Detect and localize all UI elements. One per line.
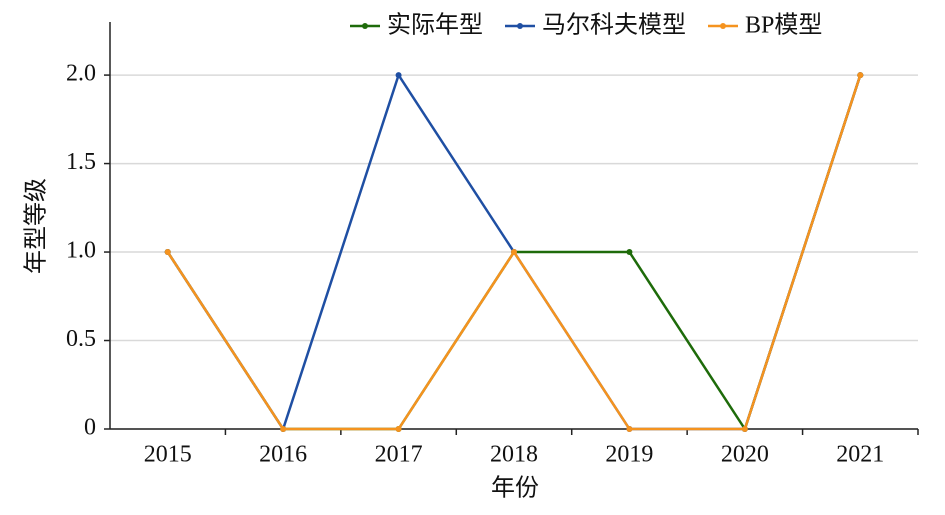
series-point bbox=[626, 249, 633, 256]
series-point bbox=[741, 426, 748, 432]
series-point bbox=[395, 72, 402, 79]
y-axis-label: 年型等级 bbox=[23, 178, 50, 274]
y-tick-label: 1.0 bbox=[66, 238, 96, 264]
x-tick-label: 2016 bbox=[259, 442, 307, 468]
legend-item: 马尔科夫模型 bbox=[505, 12, 686, 39]
x-tick-label: 2021 bbox=[836, 442, 884, 468]
x-tick-label: 2019 bbox=[605, 442, 653, 468]
legend-item: BP模型 bbox=[708, 12, 822, 39]
legend-label: 实际年型 bbox=[387, 12, 483, 39]
x-tick-label: 2017 bbox=[375, 442, 423, 468]
series-point bbox=[395, 426, 402, 432]
series-point bbox=[511, 249, 517, 256]
legend-label: 马尔科夫模型 bbox=[542, 12, 686, 39]
series-point bbox=[857, 72, 864, 79]
y-tick-label: 2.0 bbox=[66, 61, 96, 87]
x-tick-label: 2015 bbox=[144, 442, 192, 468]
y-tick-label: 1.5 bbox=[66, 149, 96, 175]
legend-label: BP模型 bbox=[745, 12, 822, 39]
x-tick-label: 2020 bbox=[721, 442, 769, 468]
series-point bbox=[164, 249, 171, 256]
legend-marker bbox=[517, 23, 523, 29]
y-tick-label: 0 bbox=[84, 415, 96, 441]
y-tick-label: 0.5 bbox=[66, 326, 96, 352]
series-point bbox=[280, 426, 287, 432]
x-axis-label: 年份 bbox=[491, 475, 539, 502]
legend-marker bbox=[720, 23, 726, 29]
series-point bbox=[626, 426, 633, 432]
legend-marker bbox=[362, 23, 368, 29]
legend-item: 实际年型 bbox=[350, 12, 483, 39]
x-tick-label: 2018 bbox=[490, 442, 538, 468]
